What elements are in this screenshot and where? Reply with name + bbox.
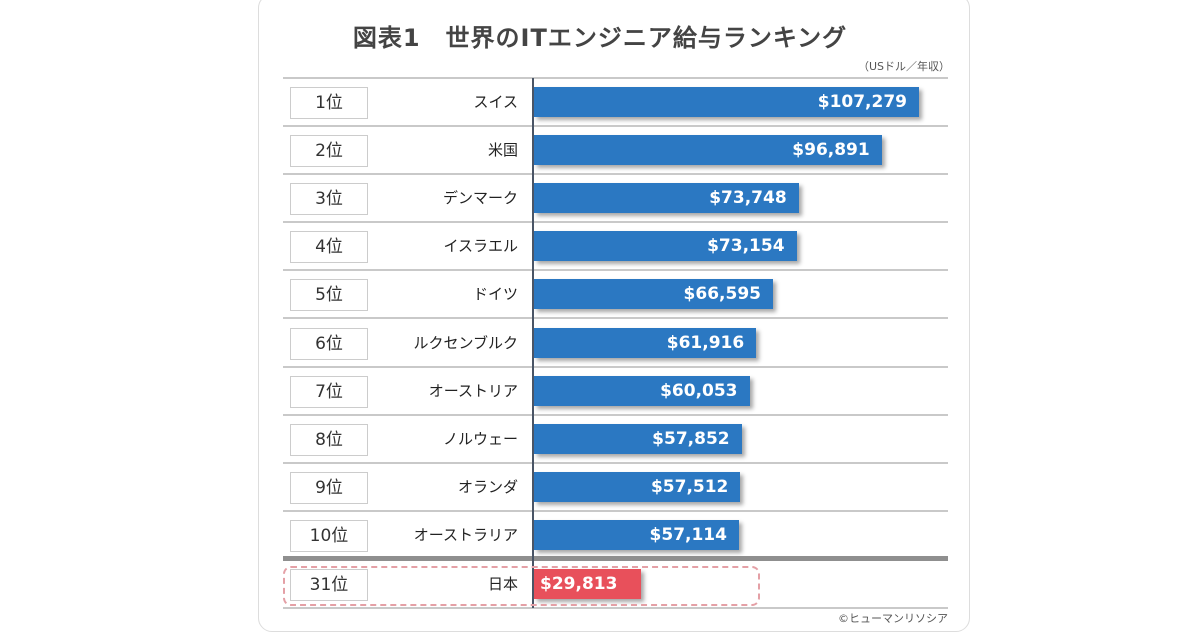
row-divider: [283, 269, 948, 272]
bar: $73,154: [534, 231, 797, 262]
row-divider: [283, 461, 948, 464]
country-label: デンマーク: [442, 189, 518, 208]
bar: $96,891: [534, 135, 882, 166]
rank-box: 3位: [290, 183, 368, 216]
bar: $107,279: [534, 87, 919, 117]
row-divider: [283, 221, 948, 224]
rank-box: 4位: [290, 231, 368, 264]
rank-box: 1位: [290, 87, 368, 119]
rank-box: 10位: [290, 519, 368, 552]
rank-box: 31位: [290, 569, 368, 601]
bar: $57,512: [534, 471, 741, 502]
bar: $60,053: [534, 375, 750, 406]
country-label: ルクセンブルク: [413, 333, 518, 352]
highlight-box: [283, 566, 760, 606]
row-divider: [283, 173, 948, 176]
country-label: 米国: [487, 141, 518, 160]
unit-label: （USドル／年収）: [857, 60, 950, 73]
bar: $66,595: [534, 279, 773, 310]
row-divider: [283, 317, 948, 320]
country-label: オランダ: [457, 477, 518, 496]
rank-box: 8位: [290, 423, 368, 456]
section-divider: [283, 556, 948, 561]
axis-line: [532, 78, 534, 608]
bar: $73,748: [534, 183, 799, 214]
row-divider: [283, 509, 948, 512]
rank-box: 2位: [290, 135, 368, 168]
country-label: ドイツ: [472, 285, 518, 304]
row-divider: [283, 413, 948, 416]
country-label: オーストリア: [428, 381, 518, 400]
row-divider: [283, 77, 948, 79]
country-label: イスラエル: [443, 237, 518, 256]
rank-box: 6位: [290, 327, 368, 360]
bar: $57,852: [534, 423, 742, 454]
bottom-divider: [283, 607, 948, 609]
country-label: 日本: [487, 575, 518, 593]
bar: $29,813: [534, 569, 641, 599]
rank-box: 9位: [290, 471, 368, 504]
row-divider: [283, 125, 948, 127]
credit: ©ヒューマンリソシア: [838, 612, 948, 625]
row-divider: [283, 365, 948, 368]
chart-title: 図表1 世界のITエンジニア給与ランキング: [352, 24, 848, 52]
bar: $57,114: [534, 519, 739, 550]
rank-box: 7位: [290, 375, 368, 408]
bar: $61,916: [534, 327, 757, 358]
rank-box: 5位: [290, 279, 368, 312]
country-label: オーストラリア: [413, 525, 518, 544]
country-label: スイス: [473, 93, 518, 111]
country-label: ノルウェー: [442, 429, 518, 448]
